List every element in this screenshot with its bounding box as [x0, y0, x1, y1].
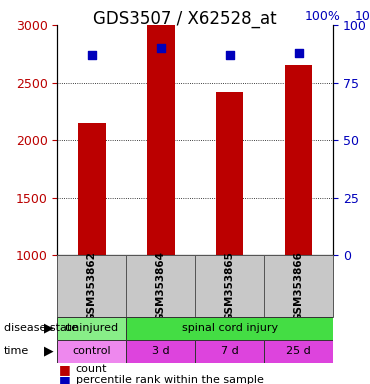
Text: percentile rank within the sample: percentile rank within the sample	[76, 375, 264, 384]
Text: count: count	[76, 364, 107, 374]
Text: 7 d: 7 d	[221, 346, 239, 356]
Point	[296, 50, 302, 56]
Text: 3 d: 3 d	[152, 346, 169, 356]
Bar	[78, 123, 105, 255]
Bar	[57, 255, 126, 317]
Point	[158, 45, 164, 51]
Text: GSM353864: GSM353864	[156, 251, 166, 321]
Bar	[57, 340, 126, 363]
Bar	[126, 317, 333, 340]
Text: 100%: 100%	[305, 10, 340, 23]
Point	[227, 52, 233, 58]
Bar	[57, 317, 126, 340]
Text: ▶: ▶	[44, 345, 54, 358]
Bar	[285, 65, 312, 255]
Text: spinal cord injury: spinal cord injury	[182, 323, 278, 333]
Y-axis label: 100%: 100%	[354, 10, 370, 23]
Bar	[216, 92, 243, 255]
Text: ▶: ▶	[44, 322, 54, 335]
Bar	[264, 255, 333, 317]
Text: GSM353862: GSM353862	[87, 251, 97, 321]
Bar	[195, 340, 264, 363]
Text: ■: ■	[59, 363, 71, 376]
Bar	[126, 255, 195, 317]
Bar	[147, 0, 175, 255]
Text: GDS3507 / X62528_at: GDS3507 / X62528_at	[93, 10, 277, 28]
Text: ■: ■	[59, 374, 71, 384]
Text: GSM353866: GSM353866	[293, 251, 303, 321]
Text: disease state: disease state	[4, 323, 78, 333]
Text: time: time	[4, 346, 29, 356]
Text: uninjured: uninjured	[65, 323, 118, 333]
Text: GSM353865: GSM353865	[225, 251, 235, 321]
Bar	[126, 340, 195, 363]
Point	[89, 52, 95, 58]
Text: 25 d: 25 d	[286, 346, 311, 356]
Bar	[195, 255, 264, 317]
Bar	[264, 340, 333, 363]
Text: control: control	[73, 346, 111, 356]
